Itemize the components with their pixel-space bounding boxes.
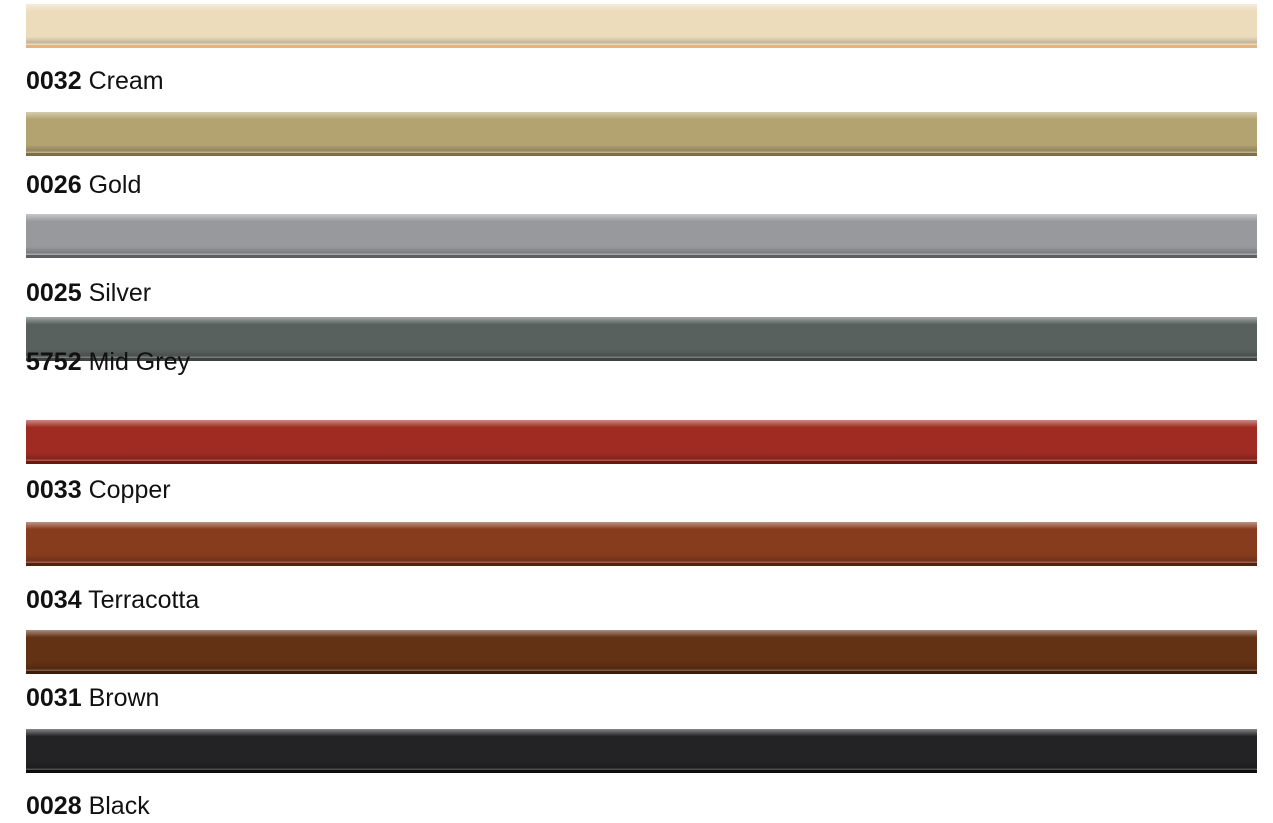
colour-bar (26, 729, 1257, 773)
colour-bar (26, 4, 1257, 48)
colour-name: Terracotta (88, 586, 200, 614)
swatch-label: 0028 Black (26, 791, 150, 821)
colour-bar (26, 214, 1257, 258)
swatch-label: 5752 Mid Grey (26, 347, 190, 377)
colour-code: 0028 (26, 792, 82, 820)
colour-name: Black (88, 792, 150, 820)
swatch-label: 0031 Brown (26, 683, 159, 713)
colour-code: 0034 (26, 586, 82, 614)
swatch-label: 0032 Cream (26, 66, 164, 96)
colour-code: 0026 (26, 171, 82, 199)
colour-name: Mid Grey (88, 348, 190, 376)
colour-bar (26, 420, 1257, 464)
colour-bar (26, 112, 1257, 156)
colour-name: Brown (88, 684, 160, 712)
colour-name: Gold (88, 171, 142, 199)
colour-bar (26, 317, 1257, 361)
colour-code: 5752 (26, 348, 82, 376)
colour-code: 0025 (26, 279, 82, 307)
colour-name: Silver (88, 279, 152, 307)
swatch-label: 0034 Terracotta (26, 585, 199, 615)
colour-code: 0033 (26, 476, 82, 504)
colour-bar (26, 630, 1257, 674)
colour-name: Cream (88, 67, 164, 95)
swatch-label: 0025 Silver (26, 278, 151, 308)
colour-code: 0031 (26, 684, 82, 712)
swatch-label: 0026 Gold (26, 170, 141, 200)
swatch-label: 0033 Copper (26, 475, 171, 505)
colour-name: Copper (88, 476, 171, 504)
colour-bar (26, 522, 1257, 566)
colour-code: 0032 (26, 67, 82, 95)
